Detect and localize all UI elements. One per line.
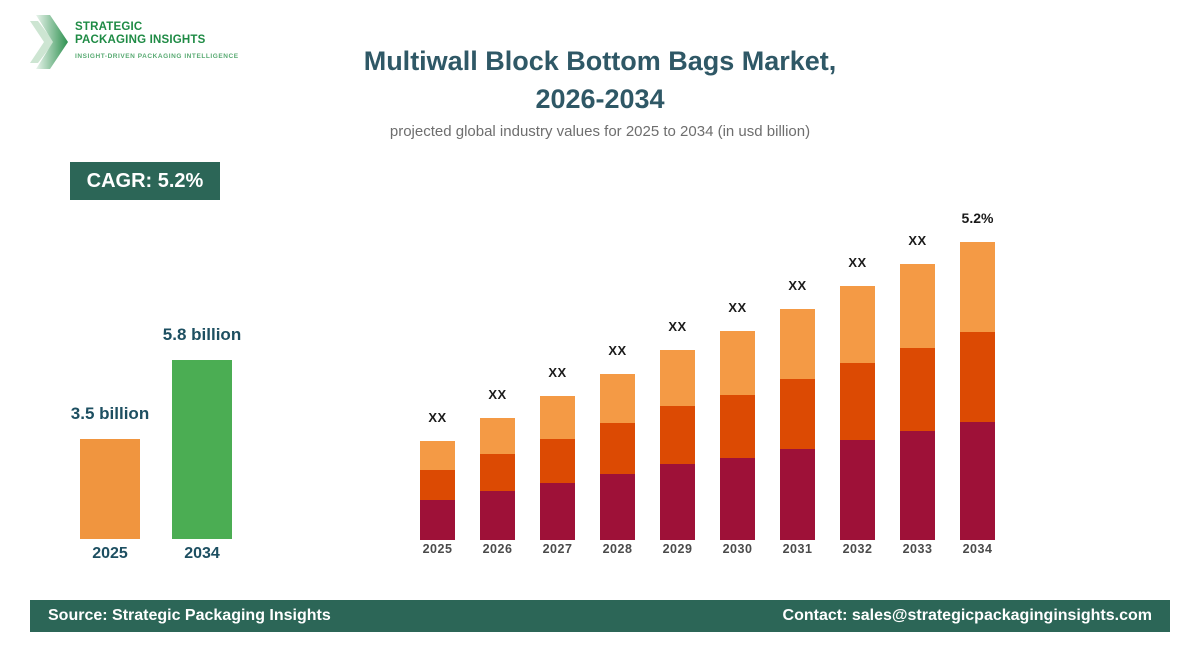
stacked-bar-segment-middle-segment bbox=[540, 439, 575, 483]
stacked-bar bbox=[960, 242, 995, 540]
stacked-bar-segment-bottom-segment bbox=[900, 431, 935, 540]
page-title: Multiwall Block Bottom Bags Market, 2026… bbox=[250, 42, 950, 118]
logo-name-line1: STRATEGIC bbox=[75, 21, 143, 33]
footer-bar: Source: Strategic Packaging Insights Con… bbox=[30, 600, 1170, 632]
cagr-badge: CAGR: 5.2% bbox=[70, 162, 220, 200]
stacked-bar-segment-top-segment bbox=[420, 441, 455, 470]
stacked-bar-segment-middle-segment bbox=[840, 363, 875, 440]
stacked-bar-segment-top-segment bbox=[960, 242, 995, 332]
stacked-bar-segment-bottom-segment bbox=[960, 422, 995, 540]
stacked-bar-segment-bottom-segment bbox=[840, 440, 875, 540]
summary-bar-value-label: 5.8 billion bbox=[162, 325, 242, 344]
stacked-bar-value-label: XX bbox=[668, 319, 687, 334]
stacked-bar-segment-top-segment bbox=[660, 350, 695, 406]
stacked-bar-segment-bottom-segment bbox=[480, 491, 515, 540]
stacked-bar-segment-middle-segment bbox=[780, 379, 815, 449]
stacked-bar-segment-top-segment bbox=[600, 374, 635, 423]
logo-text: STRATEGIC PACKAGING INSIGHTS INSIGHT-DRI… bbox=[75, 13, 239, 60]
stacked-bar bbox=[780, 309, 815, 540]
summary-bar-value-label: 3.5 billion bbox=[70, 404, 150, 423]
stacked-bar-segment-top-segment bbox=[720, 331, 755, 395]
stacked-bar bbox=[660, 350, 695, 540]
stacked-year-label: 2030 bbox=[722, 542, 753, 556]
stacked-year-label: 2033 bbox=[902, 542, 933, 556]
stacked-bar-segment-top-segment bbox=[840, 286, 875, 363]
stacked-bar-segment-bottom-segment bbox=[420, 500, 455, 540]
stacked-bar-segment-bottom-segment bbox=[600, 474, 635, 540]
logo: STRATEGIC PACKAGING INSIGHTS INSIGHT-DRI… bbox=[30, 13, 239, 71]
stacked-bar-segment-middle-segment bbox=[660, 406, 695, 464]
stacked-bar bbox=[720, 331, 755, 540]
stacked-year-label: 2034 bbox=[962, 542, 993, 556]
stacked-bar-value-label: XX bbox=[608, 343, 627, 358]
stacked-year-label: 2027 bbox=[542, 542, 573, 556]
stacked-bar-segment-middle-segment bbox=[900, 348, 935, 431]
stacked-bar-segment-bottom-segment bbox=[660, 464, 695, 540]
title-block: Multiwall Block Bottom Bags Market, 2026… bbox=[250, 42, 950, 140]
stacked-bar-value-label: XX bbox=[728, 300, 747, 315]
stacked-year-label: 2029 bbox=[662, 542, 693, 556]
stacked-bar-segment-middle-segment bbox=[600, 423, 635, 474]
stacked-bar-segment-middle-segment bbox=[420, 470, 455, 500]
stacked-bar-segment-top-segment bbox=[480, 418, 515, 454]
page-subtitle: projected global industry values for 202… bbox=[389, 123, 811, 140]
stacked-year-label: 2032 bbox=[842, 542, 873, 556]
summary-bar bbox=[172, 360, 232, 539]
stacked-bar-segment-middle-segment bbox=[960, 332, 995, 422]
stacked-bar-segment-middle-segment bbox=[480, 454, 515, 491]
stacked-year-label: 2031 bbox=[782, 542, 813, 556]
logo-name-line2: PACKAGING INSIGHTS bbox=[75, 34, 206, 46]
stacked-bar bbox=[540, 396, 575, 540]
summary-bar bbox=[80, 439, 140, 539]
stacked-bar bbox=[900, 264, 935, 540]
stacked-bar-segment-bottom-segment bbox=[540, 483, 575, 540]
stacked-bar-segment-top-segment bbox=[780, 309, 815, 379]
stacked-bar bbox=[840, 286, 875, 540]
stacked-bar-value-label: XX bbox=[908, 233, 927, 248]
footer-source: Source: Strategic Packaging Insights bbox=[48, 607, 331, 624]
summary-bar-chart: 3.5 billion 2025 5.8 billion 2034 bbox=[60, 318, 260, 570]
stacked-bar-segment-bottom-segment bbox=[720, 458, 755, 540]
chevron-arrow-icon bbox=[30, 13, 68, 71]
stacked-bar-segment-top-segment bbox=[540, 396, 575, 439]
stacked-bar-segment-top-segment bbox=[900, 264, 935, 348]
page-title-line2: 2026-2034 bbox=[535, 84, 665, 114]
stacked-bar-segment-middle-segment bbox=[720, 395, 755, 458]
stacked-year-label: 2026 bbox=[482, 542, 513, 556]
footer-contact: Contact: sales@strategicpackaginginsight… bbox=[782, 607, 1152, 624]
stacked-bar-segment-bottom-segment bbox=[780, 449, 815, 540]
stacked-bar-value-label: XX bbox=[428, 410, 447, 425]
stacked-bar bbox=[420, 441, 455, 540]
stacked-bar-value-label: XX bbox=[788, 278, 807, 293]
stacked-bar-value-label: XX bbox=[548, 365, 567, 380]
summary-year-label: 2025 bbox=[92, 545, 128, 562]
logo-tagline: INSIGHT-DRIVEN PACKAGING INTELLIGENCE bbox=[75, 53, 239, 60]
stacked-bar-value-label: XX bbox=[848, 255, 867, 270]
summary-year-label: 2034 bbox=[184, 545, 220, 562]
page-title-line1: Multiwall Block Bottom Bags Market, bbox=[363, 46, 837, 76]
stacked-year-label: 2028 bbox=[602, 542, 633, 556]
stacked-bar bbox=[480, 418, 515, 540]
stacked-year-label: 2025 bbox=[422, 542, 453, 556]
stacked-bar-value-label: 5.2% bbox=[961, 210, 994, 226]
stacked-bar-value-label: XX bbox=[488, 387, 507, 402]
stacked-bar-chart: XX 2025 XX 2026 XX 2027 XX 2028 XX 2029 XX 2030 XX 20… bbox=[420, 198, 1000, 556]
stacked-bar bbox=[600, 374, 635, 540]
